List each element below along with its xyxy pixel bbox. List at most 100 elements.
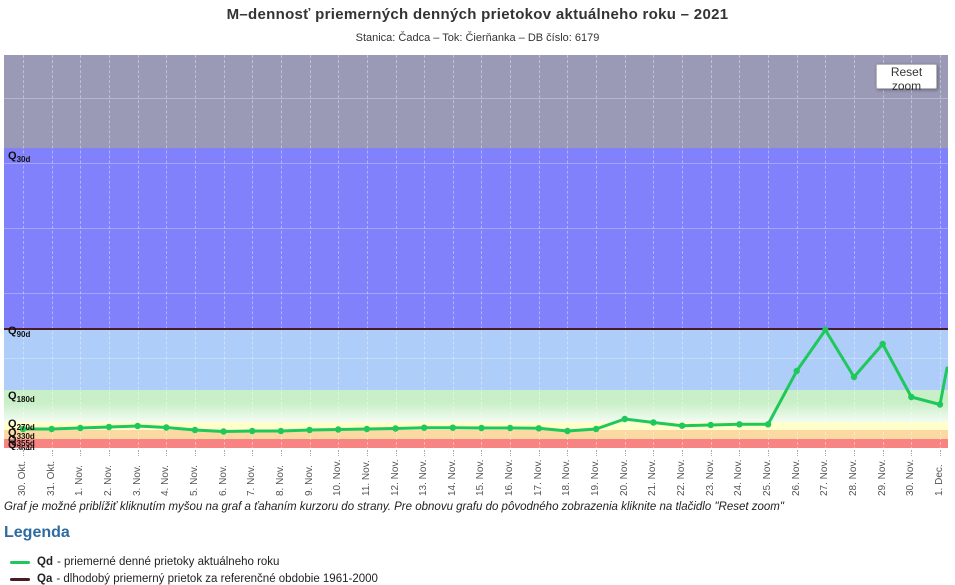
- x-axis-label: 15. Nov.: [475, 459, 487, 497]
- reset-zoom-button[interactable]: Reset zoom: [876, 64, 937, 93]
- qd-data-point: [363, 425, 371, 433]
- x-axis-label: 28. Nov.: [848, 459, 860, 497]
- qd-data-point: [392, 425, 399, 432]
- qd-data-point: [19, 425, 27, 433]
- chart-subtitle: Stanica: Čadca – Tok: Čierňanka – DB čís…: [355, 32, 600, 44]
- legend-text-qa: - dlhodobý priemerný prietok za referenč…: [56, 573, 378, 585]
- vertical-gridline: [108, 55, 110, 450]
- x-axis-tick: [338, 450, 340, 456]
- horizontal-gridline: [4, 163, 948, 164]
- qd-data-point: [478, 424, 485, 432]
- legend-item-qa: Qa - dlhodobý priemerný prietok za refer…: [10, 573, 378, 585]
- vertical-gridline: [854, 55, 856, 450]
- band-below-Q364d: [4, 447, 948, 450]
- qd-data-point: [449, 424, 457, 431]
- x-axis-tick: [796, 450, 798, 456]
- horizontal-gridline: [4, 228, 948, 229]
- x-axis-tick: [252, 450, 254, 456]
- vertical-gridline: [682, 55, 684, 450]
- threshold-label-q180d: Q180d: [8, 390, 35, 405]
- band-Q270d-Q330d: [4, 422, 948, 430]
- x-axis-label: 30. Okt.: [17, 460, 28, 496]
- x-axis-tick: [682, 450, 684, 456]
- x-axis-label: 2. Nov.: [102, 465, 114, 496]
- x-axis-label: 17. Nov.: [532, 459, 544, 497]
- x-axis-tick: [80, 450, 82, 456]
- qd-data-point: [908, 393, 915, 401]
- x-axis-tick: [596, 450, 598, 456]
- vertical-gridline: [223, 55, 225, 450]
- x-axis-label: 5. Nov.: [188, 465, 200, 496]
- qd-data-point: [77, 424, 84, 432]
- vertical-gridline: [309, 55, 311, 450]
- x-axis-label: 27. Nov.: [819, 459, 831, 497]
- x-axis-tick: [108, 450, 110, 456]
- x-axis-tick: [538, 450, 540, 456]
- x-axis-label: 3. Nov.: [131, 465, 143, 496]
- qd-data-point: [220, 428, 227, 435]
- x-axis-tick: [137, 450, 139, 456]
- qd-series: [19, 326, 948, 435]
- x-axis-tick: [23, 450, 24, 456]
- band-Q330d-Q355d: [4, 430, 948, 439]
- vertical-gridline: [939, 55, 941, 450]
- vertical-gridline: [567, 55, 569, 450]
- vertical-gridline: [768, 55, 770, 450]
- vertical-gridline: [51, 55, 53, 450]
- x-axis-tick: [825, 450, 827, 456]
- x-axis-label: 4. Nov.: [160, 465, 172, 496]
- x-axis-label: 6. Nov.: [217, 465, 229, 496]
- qd-data-point: [764, 421, 772, 428]
- vertical-gridline: [395, 55, 397, 450]
- qa-reference-line: [4, 327, 948, 330]
- vertical-gridline: [452, 55, 454, 450]
- vertical-gridline: [596, 55, 598, 450]
- threshold-label-q90d: Q90d: [8, 325, 31, 340]
- x-axis-label: 1. Dec.: [933, 464, 945, 496]
- horizontal-gridline: [4, 423, 948, 424]
- legend-heading: Legenda: [4, 524, 70, 541]
- x-axis-label: 21. Nov.: [647, 459, 659, 497]
- threshold-label-q30d: Q30d: [8, 150, 31, 165]
- threshold-label-q330d: Q330d: [8, 427, 35, 442]
- x-axis-tick: [366, 450, 368, 456]
- vertical-gridline: [882, 55, 884, 450]
- vertical-gridline: [338, 55, 340, 450]
- vertical-gridline: [739, 55, 741, 450]
- x-axis-label: 20. Nov.: [618, 459, 630, 497]
- vertical-gridline: [252, 55, 254, 450]
- qd-data-point: [879, 340, 886, 348]
- plot-area[interactable]: Q30d Q90d Q180d Q270d Q330d Q355d Q364d: [4, 55, 948, 450]
- legend-symbol-qd: Qd: [37, 556, 53, 568]
- x-axis-tick: [223, 450, 225, 456]
- qd-data-point: [163, 424, 170, 431]
- x-axis-label: 24. Nov.: [733, 459, 745, 497]
- x-axis-tick: [854, 450, 856, 456]
- chart-footnote: Graf je možné priblížiť kliknutím myšou …: [4, 501, 784, 513]
- qd-series-line: [21, 328, 948, 433]
- x-axis-tick: [481, 450, 483, 456]
- vertical-gridline: [796, 55, 798, 450]
- x-axis-tick: [710, 450, 712, 456]
- qd-data-point: [736, 421, 743, 428]
- vertical-gridline: [194, 55, 196, 450]
- qd-data-point: [535, 425, 543, 432]
- qd-data-point: [48, 425, 55, 433]
- x-axis-label: 12. Nov.: [389, 459, 401, 497]
- qd-data-point: [936, 401, 944, 408]
- legend-symbol-qa: Qa: [37, 573, 53, 585]
- x-axis-tick: [911, 450, 913, 456]
- vertical-gridline: [80, 55, 82, 450]
- x-axis-label: 13. Nov.: [418, 459, 430, 497]
- qd-data-point: [850, 373, 858, 381]
- x-axis-tick: [739, 450, 741, 456]
- qd-data-point: [678, 422, 686, 429]
- x-axis-tick: [166, 450, 168, 456]
- vertical-gridline: [911, 55, 913, 450]
- x-axis-label: 26. Nov.: [790, 459, 802, 497]
- vertical-gridline: [653, 55, 655, 450]
- x-axis-tick: [309, 450, 311, 456]
- x-axis-tick: [452, 450, 454, 456]
- band-Q355d-Q364d: [4, 438, 948, 448]
- vertical-gridline: [137, 55, 139, 450]
